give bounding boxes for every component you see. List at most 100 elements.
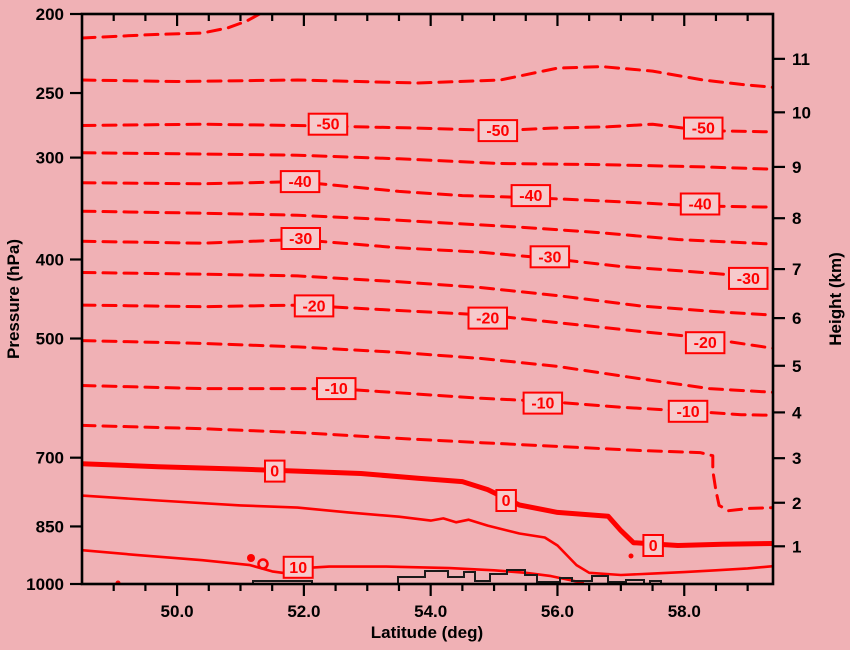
contour-label-box — [264, 459, 286, 483]
x-tick-label: 50.0 — [161, 602, 194, 621]
contour-label: -20 — [293, 294, 335, 318]
contour-line--25 — [82, 271, 773, 317]
contour-label-box — [679, 192, 721, 216]
height-tick-label: 6 — [792, 309, 801, 328]
contour-label-text: 0 — [270, 464, 279, 481]
contour-line--60 — [82, 14, 261, 40]
contour-label-box — [282, 555, 314, 579]
contour-label: -10 — [316, 377, 357, 401]
contour-label-text: -50 — [486, 123, 509, 140]
pressure-tick-label: 500 — [36, 330, 64, 349]
closed-contour-dot — [247, 554, 255, 562]
contour-label-text: 0 — [502, 493, 511, 510]
pressure-tick-label: 1000 — [26, 575, 64, 594]
contour-label-text: 10 — [289, 560, 307, 577]
pressure-tick-label: 850 — [36, 517, 64, 536]
height-tick-label: 10 — [792, 103, 811, 122]
contour-line-5 — [82, 494, 773, 577]
x-axis-title: Latitude (deg) — [371, 623, 483, 642]
contour-label-box — [522, 391, 564, 415]
contour-line--15 — [82, 339, 773, 394]
contour-label-text: -10 — [531, 396, 554, 413]
x-tick-label: 52.0 — [287, 602, 320, 621]
contour-label: -10 — [667, 399, 709, 423]
contour-label: -50 — [307, 112, 349, 136]
contour-label-box — [316, 377, 357, 401]
contour-line--45 — [82, 151, 773, 171]
contour-label: 0 — [642, 534, 664, 557]
contour-label: -30 — [280, 227, 321, 250]
contour-label-box — [683, 116, 724, 140]
contour-line-0 — [82, 461, 773, 548]
contour-label-box — [307, 112, 349, 136]
contour-label-box — [529, 245, 571, 269]
plot-border — [80, 12, 775, 586]
contour-label: 0 — [264, 459, 286, 483]
contour-label-text: -20 — [476, 311, 499, 328]
contour-label-box — [667, 399, 709, 423]
contour-label-text: -50 — [692, 121, 715, 138]
contour-label-box — [279, 170, 321, 194]
contour-label-box — [467, 306, 508, 330]
contour-label: -20 — [467, 306, 508, 330]
contour-line-10 — [82, 548, 585, 584]
contour-label: 10 — [282, 555, 314, 579]
contour-lines — [82, 14, 773, 584]
y-right-axis-title: Height (km) — [826, 252, 845, 346]
height-tick-label: 5 — [792, 357, 801, 376]
height-tick-label: 4 — [792, 403, 802, 422]
contour-label-text: -30 — [538, 249, 561, 266]
contour-label-box — [495, 489, 517, 512]
contour-line--20 — [82, 303, 773, 350]
contour-label-text: -50 — [316, 117, 339, 134]
contour-line--55 — [82, 65, 773, 89]
height-tick-label: 1 — [792, 537, 801, 556]
contour-line--40 — [82, 180, 773, 209]
contour-label-box — [510, 184, 552, 208]
pressure-tick-label: 300 — [36, 149, 64, 168]
contour-label: -40 — [510, 184, 552, 208]
contour-label-text: -30 — [737, 271, 760, 288]
height-tick-label: 9 — [792, 158, 801, 177]
contour-label-box — [477, 119, 519, 143]
axes-frame: 50.0 52.0 54.0 56.0 58.020025030040050070085… — [26, 5, 811, 621]
contour-label-text: -40 — [289, 174, 312, 191]
contour-label-text: -10 — [677, 404, 700, 421]
contour-label: -20 — [684, 331, 726, 355]
contour-label-box — [728, 266, 769, 290]
contour-label: -50 — [477, 119, 519, 143]
x-tick-label: 56.0 — [541, 602, 574, 621]
contour-label-box — [684, 331, 726, 355]
contour-labels: -50 -50 -50 -40 -40 -40 -30 -30 -30 -20 -20 -20 -10 -… — [264, 112, 769, 579]
contour-label-text: -40 — [689, 197, 712, 214]
contour-line--10 — [82, 384, 773, 417]
pressure-tick-label: 200 — [36, 5, 64, 24]
contour-label-text: -10 — [325, 381, 348, 398]
contour-label-text: -20 — [694, 335, 717, 352]
pressure-tick-label: 400 — [36, 250, 64, 269]
closed-contour-dot — [628, 553, 634, 559]
contour-label-text: -20 — [302, 298, 325, 315]
x-tick-label: 58.0 — [668, 602, 701, 621]
terrain-profile — [252, 569, 662, 584]
height-tick-label: 11 — [792, 50, 810, 69]
y-left-axis-title: Pressure (hPa) — [4, 239, 23, 359]
contour-label-box — [293, 294, 335, 318]
closed-contour-dot — [257, 558, 269, 570]
terrain-outline — [252, 569, 662, 584]
contour-label: -40 — [279, 170, 321, 194]
pressure-tick-label: 250 — [36, 84, 64, 103]
height-tick-label: 2 — [792, 494, 801, 513]
height-tick-label: 3 — [792, 449, 801, 468]
x-tick-label: 54.0 — [414, 602, 447, 621]
height-tick-label: 7 — [792, 260, 801, 279]
contour-label-text: -30 — [289, 231, 312, 248]
contour-label-text: -40 — [519, 188, 542, 205]
contour-label: -30 — [728, 266, 769, 290]
contour-label: 0 — [495, 489, 517, 512]
contour-line--35 — [82, 209, 773, 246]
contour-label: -30 — [529, 245, 571, 269]
contour-line--5 — [82, 423, 773, 513]
